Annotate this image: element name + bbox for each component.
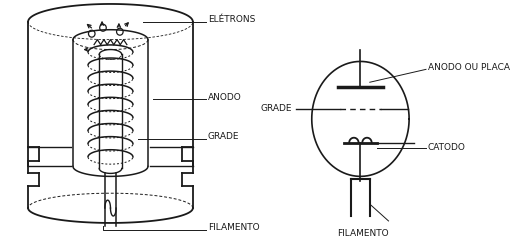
Text: GRADE: GRADE xyxy=(208,132,239,141)
Text: FILAMENTO: FILAMENTO xyxy=(337,229,388,238)
Text: CATODO: CATODO xyxy=(428,143,466,152)
Text: ANODO: ANODO xyxy=(208,92,242,102)
Text: FILAMENTO: FILAMENTO xyxy=(208,223,259,232)
Text: ANODO OU PLACA: ANODO OU PLACA xyxy=(428,63,510,72)
Text: GRADE: GRADE xyxy=(261,104,292,114)
Text: ELÉTRONS: ELÉTRONS xyxy=(208,15,255,24)
